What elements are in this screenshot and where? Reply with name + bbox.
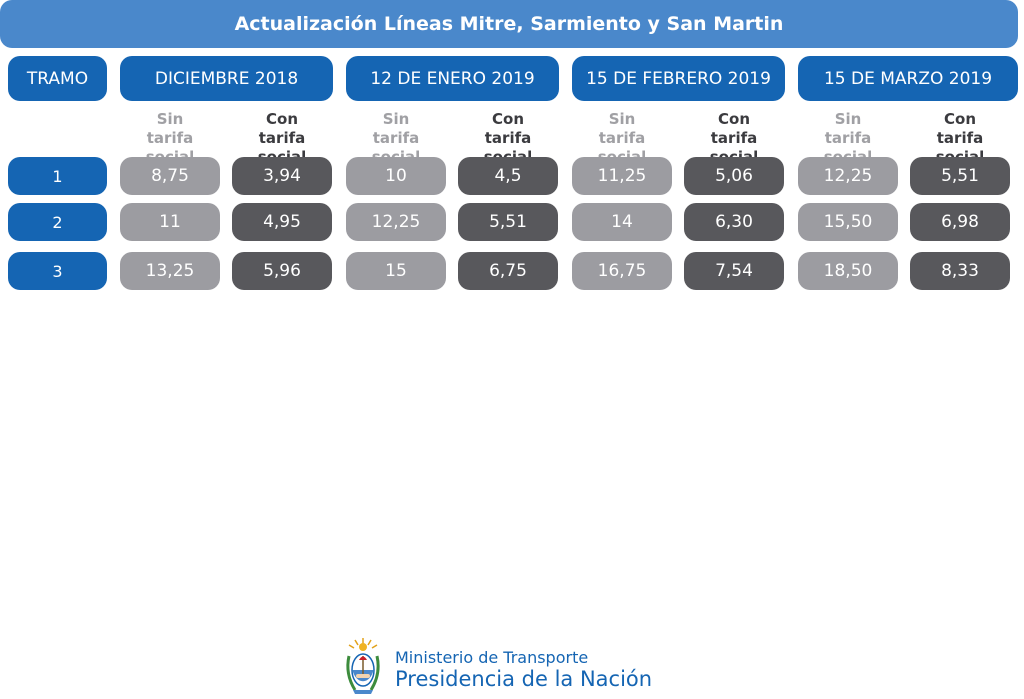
- fare-cell-con: 5,96: [232, 252, 332, 290]
- presidency-name: Presidencia de la Nación: [395, 667, 653, 691]
- fare-cell-sin: 14: [572, 203, 672, 241]
- fare-cell-sin: 15,50: [798, 203, 898, 241]
- argentina-coat-of-arms-icon: [346, 638, 380, 694]
- tramo-header: TRAMO: [8, 56, 107, 101]
- fare-cell-sin: 10: [346, 157, 446, 195]
- fare-cell-con: 7,54: [684, 252, 784, 290]
- fare-cell-sin: 12,25: [798, 157, 898, 195]
- fare-cell-con: 6,30: [684, 203, 784, 241]
- fare-cell-con: 4,5: [458, 157, 558, 195]
- ministry-name: Ministerio de Transporte: [395, 648, 589, 667]
- fare-cell-con: 5,51: [458, 203, 558, 241]
- tramo-cell: 1: [8, 157, 107, 195]
- page-title: Actualización Líneas Mitre, Sarmiento y …: [0, 0, 1018, 48]
- fare-cell-con: 6,98: [910, 203, 1010, 241]
- fare-cell-con: 6,75: [458, 252, 558, 290]
- fare-cell-sin: 16,75: [572, 252, 672, 290]
- period-header-feb-2019: 15 DE FEBRERO 2019: [572, 56, 785, 101]
- period-header-dic-2018: DICIEMBRE 2018: [120, 56, 333, 101]
- fare-cell-sin: 18,50: [798, 252, 898, 290]
- fare-cell-sin: 15: [346, 252, 446, 290]
- period-header-mar-2019: 15 DE MARZO 2019: [798, 56, 1018, 101]
- tramo-cell: 3: [8, 252, 107, 290]
- fare-cell-con: 3,94: [232, 157, 332, 195]
- fare-cell-sin: 8,75: [120, 157, 220, 195]
- fare-cell-con: 5,06: [684, 157, 784, 195]
- fare-cell-con: 5,51: [910, 157, 1010, 195]
- fare-cell-con: 8,33: [910, 252, 1010, 290]
- fare-cell-sin: 13,25: [120, 252, 220, 290]
- period-header-ene-2019: 12 DE ENERO 2019: [346, 56, 559, 101]
- fare-cell-sin: 11,25: [572, 157, 672, 195]
- tramo-cell: 2: [8, 203, 107, 241]
- ministry-footer: Ministerio de Transporte Presidencia de …: [343, 636, 683, 696]
- fare-cell-sin: 12,25: [346, 203, 446, 241]
- fare-cell-sin: 11: [120, 203, 220, 241]
- fare-cell-con: 4,95: [232, 203, 332, 241]
